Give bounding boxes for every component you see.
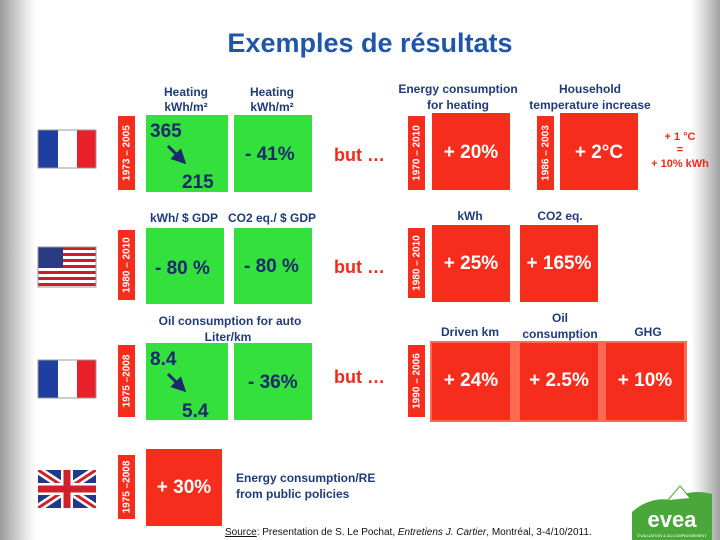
logo-name: evea <box>648 507 698 532</box>
header: Driven km <box>441 325 499 339</box>
header: kWh <box>457 209 482 223</box>
period: 1973 – 2005 <box>122 125 133 181</box>
period: 1980 – 2010 <box>412 235 423 291</box>
header: CO2 eq./ $ GDP <box>228 211 316 225</box>
period-box <box>118 230 135 300</box>
result: + 24% <box>444 370 499 391</box>
header: kWh/ $ GDP <box>150 211 218 225</box>
arrow <box>166 144 187 165</box>
header: Household temperature increase <box>529 82 651 112</box>
result-box <box>520 225 598 302</box>
period-box <box>408 228 425 298</box>
result-box <box>432 225 510 302</box>
period: 1970 – 2010 <box>412 125 423 181</box>
period-box <box>118 345 135 417</box>
but: but … <box>334 145 385 165</box>
note: + 1 °C = + 10% kWh <box>651 131 709 170</box>
result-box <box>146 228 224 304</box>
flag-usa <box>37 246 97 288</box>
logo-tagline: ÉVALUATION & ACCOMPAGNEMENT <box>637 533 707 538</box>
period-box <box>118 455 135 519</box>
period: 1990 – 2006 <box>412 353 423 409</box>
flag-france <box>37 359 97 399</box>
change: - 80 % <box>155 258 210 279</box>
result: + 30% <box>157 477 212 498</box>
change: - 41% <box>245 144 295 165</box>
header: Energy consumption for heating <box>398 82 517 112</box>
result-box <box>146 115 228 192</box>
result-box <box>560 113 638 190</box>
flag-france <box>37 129 97 169</box>
period: 1980 – 2010 <box>122 237 133 293</box>
result-box <box>146 449 222 526</box>
after-value: 5.4 <box>182 401 209 422</box>
result-box <box>432 113 510 190</box>
period-box <box>408 116 425 190</box>
logo: evea ÉVALUATION & ACCOMPAGNEMENT <box>632 485 712 540</box>
change: - 80 % <box>244 256 299 277</box>
header: Oil consumption <box>522 311 597 341</box>
caption: Energy consumption/RE from public policie… <box>236 471 375 501</box>
result-box <box>520 343 598 420</box>
result-box <box>146 343 228 420</box>
period: 1986 – 2003 <box>541 125 552 181</box>
result-box <box>234 343 312 420</box>
title: Exemples de résultats <box>227 28 512 58</box>
result: + 10% <box>618 370 673 391</box>
period-box <box>408 345 425 417</box>
source: Source: Presentation de S. Le Pochat, En… <box>225 527 592 538</box>
but: but … <box>334 367 385 387</box>
flag-uk <box>38 470 96 508</box>
result: + 2°C <box>575 142 624 163</box>
after-value: 215 <box>182 172 214 193</box>
result-box <box>606 343 684 420</box>
result-box <box>432 343 510 420</box>
period: 1975 –2008 <box>122 354 133 407</box>
result: + 25% <box>444 253 499 274</box>
result: + 20% <box>444 142 499 163</box>
but: but … <box>334 257 385 277</box>
result: + 165% <box>527 253 592 274</box>
header: Heating kWh/m² <box>250 85 294 114</box>
before-value: 365 <box>150 121 182 142</box>
result-box <box>234 115 312 192</box>
header: CO2 eq. <box>537 209 582 223</box>
result: + 2.5% <box>529 370 589 391</box>
result-box <box>234 228 312 304</box>
period: 1975 –2008 <box>122 460 133 513</box>
arrow <box>166 372 187 393</box>
header: GHG <box>634 325 661 339</box>
period-box <box>118 116 135 190</box>
change: - 36% <box>248 372 298 393</box>
period-box <box>537 116 554 190</box>
before-value: 8.4 <box>150 349 177 370</box>
header: Heating kWh/m² <box>164 85 208 114</box>
header: Oil consumption for auto Liter/km <box>159 314 302 344</box>
